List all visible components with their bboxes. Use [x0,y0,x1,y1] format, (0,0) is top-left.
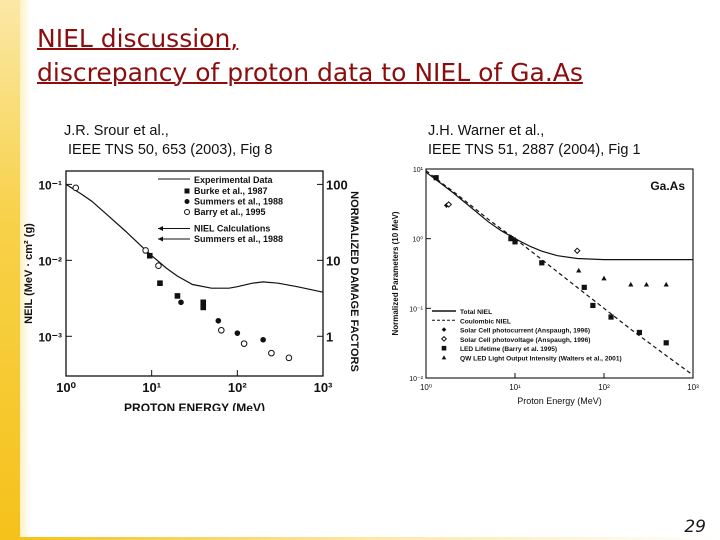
legend-marker-diamond-filled [441,327,447,332]
page-number: 29 [684,517,706,537]
legend-entry: Coulombic NIEL [460,318,511,325]
data-point-triangle [601,275,607,281]
data-point-circle-open [218,326,225,334]
y-tick-label: 10¹ [413,167,424,174]
legend-arrow-head [158,226,163,231]
legend-entry: Solar Cell photovoltage (Anspaugh, 1996) [460,337,590,344]
y-axis-label: Normalized Parameters (10 MeV) [391,211,400,335]
chart-title: Ga.As [650,179,685,193]
right-reference: J.H. Warner et al., IEEE TNS 51, 2887 (2… [428,122,641,160]
y-tick-label: 10⁻¹ [409,306,423,313]
data-point-diamond-open [445,201,453,208]
side-accent-bar [0,0,20,540]
legend-marker-circle-open [184,209,190,215]
left-reference-authors: J.R. Srour et al., [64,123,169,139]
data-point-circle-filled [215,317,222,324]
x-tick-label: 10¹ [142,380,161,395]
data-point-diamond-open [573,247,581,255]
data-point-square [174,293,181,299]
y2-tick-label: 10 [326,253,340,268]
data-point-square [608,314,614,320]
data-point-triangle [628,281,634,287]
y-tick-label: 10⁰ [412,236,423,244]
total-niel-curve [425,171,693,261]
legend-entry: QW LED Light Output Intensity (Walters e… [460,356,622,363]
legend-marker-diamond-open [440,335,448,342]
side-accent-fade [20,0,30,540]
left-reference: J.R. Srour et al., IEEE TNS 50, 653 (200… [64,122,272,160]
data-point-circle-open [285,354,293,362]
right-reference-citation: IEEE TNS 51, 2887 (2004), Fig 1 [428,142,641,158]
data-point-square [433,175,439,181]
y2-axis-label: NORMALIZED DAMAGE FACTORS [348,191,360,372]
legend-marker-circle-filled [184,199,190,204]
y-tick-label: 10⁻² [409,376,423,383]
legend-marker-triangle [441,355,447,360]
data-point-circle-open [142,247,149,254]
legend-marker-square [441,345,447,351]
x-tick-label: 10³ [314,380,333,395]
legend-header: Experimental Data [194,175,274,185]
data-point-square [157,280,163,286]
data-point-square [200,304,207,311]
y-tick-label: 10⁻³ [38,330,62,344]
x-tick-label: 10¹ [509,383,521,392]
plot-frame [65,170,324,377]
legend-entry: Solar Cell photocurrent (Anspaugh, 1996) [460,328,590,335]
data-point-square [663,340,669,346]
legend-arrow-head [158,236,163,242]
data-point-square [512,239,518,245]
x-axis-label: PROTON ENERGY (MeV) [124,401,265,411]
niel-calculation-curve [65,183,324,293]
left-reference-citation: IEEE TNS 50, 653 (2003), Fig 8 [68,142,273,158]
data-point-circle-open [240,340,248,347]
y-tick-label: 10⁻¹ [38,178,62,192]
x-tick-label: 10⁰ [420,383,432,392]
data-point-square [539,260,545,266]
y-axis-label: NEIL (MeV · cm² (g) [23,223,35,324]
data-point-square [636,329,643,336]
niel-chart-srour: 10⁰ 10¹ 10² 10³ 10⁻¹ 10⁻² 10⁻³ 100 10 1 PROTON ENE… [23,170,360,411]
legend-entry: Total NIEL [460,309,492,316]
legend-entry: LED Lifetime (Barry et al. 1995) [460,346,557,353]
legend-entry: Summers et al., 1988 [194,234,283,244]
data-point-triangle [663,281,669,287]
slide-title: NIEL discussion, discrepancy of proton d… [37,22,583,90]
data-point-circle-open [155,262,162,269]
y2-tick-label: 100 [326,177,348,192]
data-point-triangle [576,267,582,273]
data-point-square [508,236,514,242]
title-line-1: NIEL discussion, [37,24,239,53]
legend-marker-square [184,188,190,194]
bottom-accent-bar [20,537,720,540]
data-point-circle-open [268,349,275,357]
y2-tick-label: 1 [326,329,333,344]
data-point-square [146,252,153,259]
x-tick-label: 10³ [687,383,699,392]
y-tick-label: 10⁻² [38,254,62,268]
data-point-circle-filled [260,336,266,343]
legend-entry: Burke et al., 1987 [194,186,268,196]
right-reference-authors: J.H. Warner et al., [428,123,545,139]
title-line-2: discrepancy of proton data to NIEL of Ga… [37,58,583,87]
data-point-square [590,302,596,309]
legend-entry: NIEL Calculations [194,224,270,234]
x-tick-label: 10² [228,380,247,395]
x-tick-label: 10² [598,383,610,392]
legend-entry: Barry et al., 1995 [194,207,266,217]
data-point-circle-filled [234,330,241,336]
data-point-circle-open [72,184,80,192]
x-axis-label: Proton Energy (MeV) [517,396,602,406]
data-point-triangle [643,281,650,287]
data-point-circle-filled [178,299,184,306]
legend-entry: Summers et al., 1988 [194,197,283,207]
x-tick-label: 10⁰ [56,380,76,395]
data-point-square [200,299,207,306]
data-point-square [581,284,587,290]
niel-chart-warner: 10⁰ 10¹ 10² 10³ 10¹ 10⁰ 10⁻¹ 10⁻² Proton Energy … [391,167,699,406]
